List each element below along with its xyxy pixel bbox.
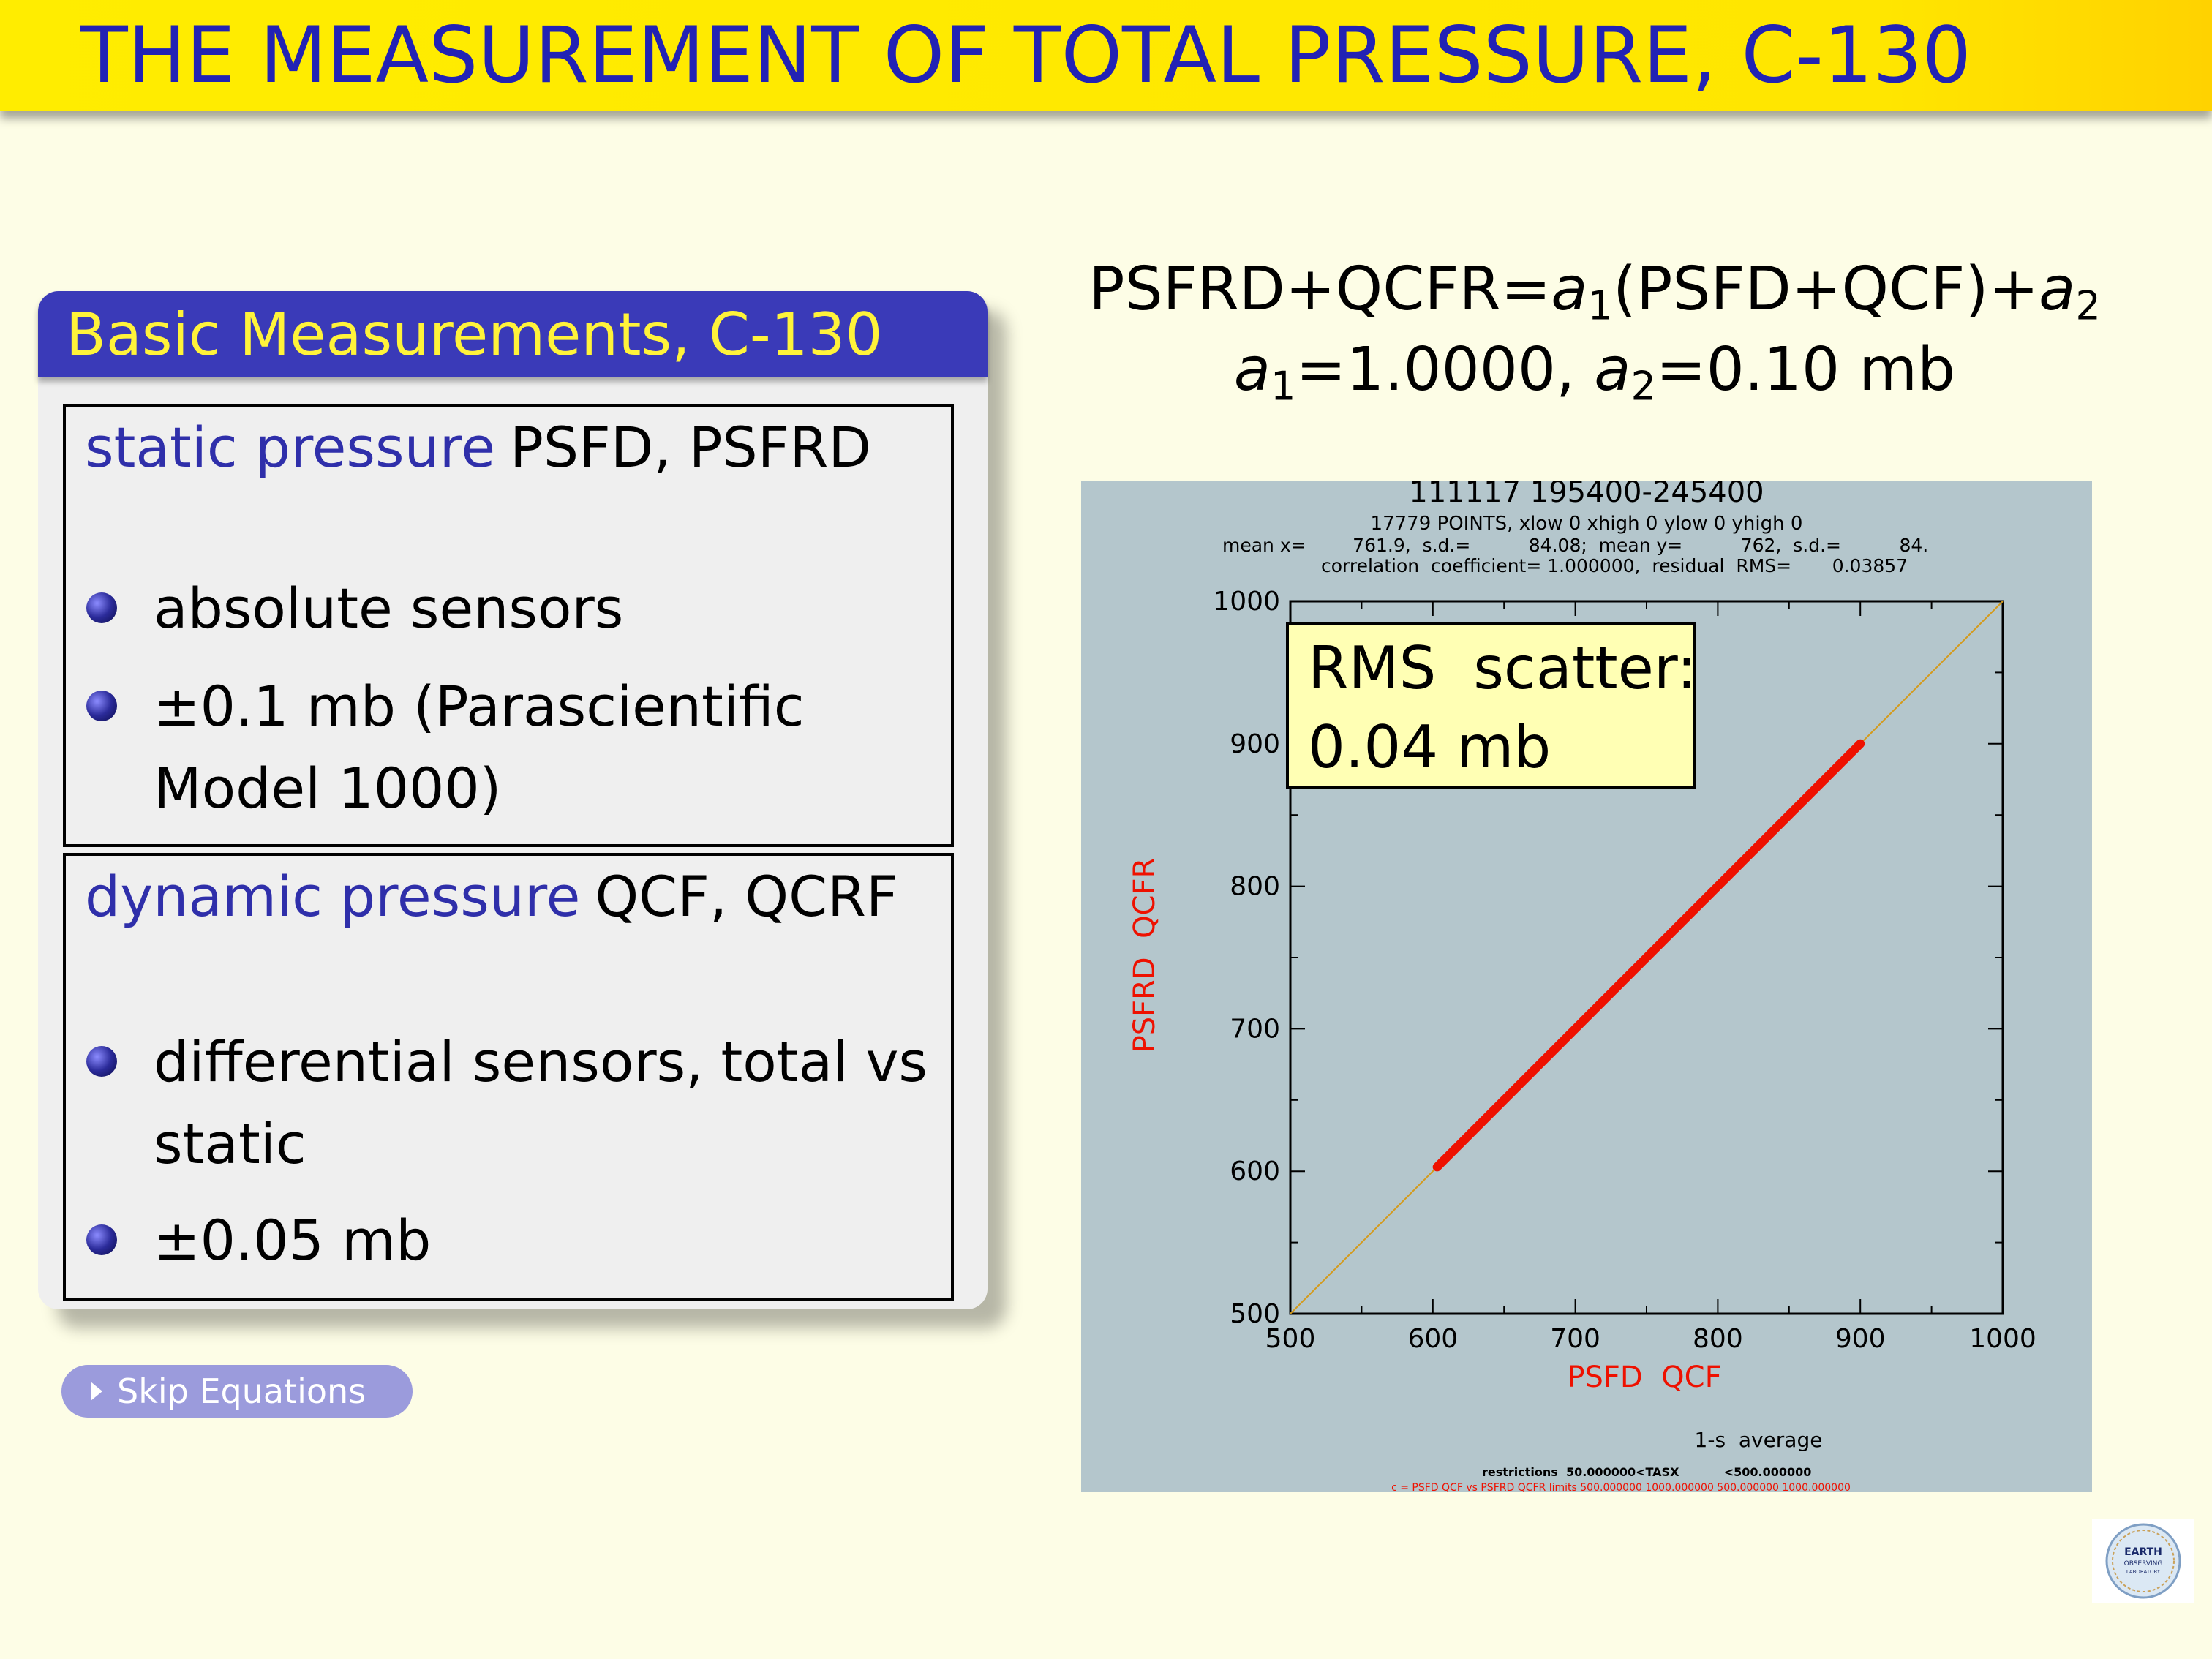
footer-fit-limits: c = PSFD QCF vs PSFRD QCFR limits 500.00… (1391, 1482, 1851, 1492)
static-codes: PSFD, PSFRD (510, 415, 871, 480)
footer-restrictions: restrictions 50.000000<TASX <500.000000 (1482, 1465, 1811, 1479)
logo-text-3: LABORATORY (2126, 1569, 2161, 1575)
y-axis-label: PSFRD QCFR (1128, 858, 1162, 1053)
eq-sub1: 1 (1587, 282, 1613, 329)
list-item: differential sensors, total vs static (86, 1021, 929, 1185)
eq-mid: (PSFD+QCF)+ (1612, 255, 2039, 324)
dynamic-bullet-1: differential sensors, total vs static (154, 1029, 928, 1176)
y-tick-label: 700 (1230, 1014, 1280, 1044)
dynamic-pressure-box: dynamic pressure QCF, QCRF differential s… (63, 853, 954, 1301)
eq2-a1-value: =1.0000, (1295, 335, 1595, 405)
plot-title: 111117 195400-245400 (1409, 481, 1764, 509)
x-tick-label: 1000 (1969, 1324, 2036, 1354)
rms-scatter-box: RMS scatter: 0.04 mb (1286, 622, 1696, 789)
skip-equations-label: Skip Equations (117, 1372, 366, 1411)
list-item: ±0.05 mb (86, 1200, 929, 1282)
static-bullet-2: ±0.1 mb (Parascientific Model 1000) (154, 674, 805, 821)
equation-line-2: a1=1.0000, a2=0.10 mb (1009, 334, 2180, 424)
plot-stats-2: correlation coefficient= 1.000000, resid… (1321, 555, 1908, 576)
eq2-sub2: 2 (1630, 363, 1656, 410)
dynamic-heading: dynamic pressure (85, 864, 581, 929)
y-tick-label: 500 (1230, 1299, 1280, 1329)
eq2-a1: a (1233, 335, 1271, 405)
rms-line-2: 0.04 mb (1308, 713, 1551, 781)
y-tick-label: 900 (1230, 729, 1280, 759)
dynamic-codes: QCF, QCRF (595, 864, 898, 929)
bullet-icon (86, 592, 117, 623)
equation-line-1: PSFRD+QCFR=a1(PSFD+QCF)+a2 (1009, 253, 2180, 343)
y-tick-label: 800 (1230, 872, 1280, 902)
eq2-a2-value: =0.10 mb (1655, 335, 1956, 405)
static-heading: static pressure (85, 415, 496, 480)
plot-subtitle: 17779 POINTS, xlow 0 xhigh 0 ylow 0 yhig… (1371, 513, 1803, 535)
bullet-icon (86, 1046, 117, 1077)
y-tick-label: 600 (1230, 1156, 1280, 1186)
title-bar: THE MEASUREMENT OF TOTAL PRESSURE, C-130 (0, 0, 2212, 111)
y-tick-label: 1000 (1213, 587, 1280, 617)
globe-icon (2105, 1523, 2181, 1599)
eq-sub2: 2 (2075, 282, 2101, 329)
eq-lhs: PSFRD+QCFR= (1088, 255, 1551, 324)
play-arrow-icon (91, 1382, 102, 1401)
dynamic-bullet-2: ±0.05 mb (154, 1208, 432, 1273)
x-tick-label: 600 (1407, 1324, 1458, 1354)
block-header: Basic Measurements, C-130 (38, 291, 988, 377)
x-tick-label: 700 (1550, 1324, 1600, 1354)
static-heading-line: static pressure PSFD, PSFRD (85, 411, 871, 484)
eq2-sub1: 1 (1271, 363, 1296, 410)
x-axis-label: PSFD QCF (1567, 1361, 1721, 1394)
x-tick-label: 500 (1265, 1324, 1316, 1354)
x-tick-label: 800 (1693, 1324, 1743, 1354)
slide-title: THE MEASUREMENT OF TOTAL PRESSURE, C-130 (80, 10, 1972, 100)
data-series-line (1432, 739, 1865, 1172)
footer-average: 1-s average (1695, 1428, 1823, 1452)
static-bullet-1: absolute sensors (154, 576, 624, 641)
skip-equations-button[interactable]: Skip Equations (61, 1365, 413, 1418)
static-pressure-box: static pressure PSFD, PSFRD absolute sens… (63, 404, 954, 847)
eq-a1: a (1551, 255, 1588, 324)
bullet-icon (86, 691, 117, 721)
eq2-a2: a (1594, 335, 1631, 405)
axes-layer: 500 600 700 800 900 1000 500 600 700 800 900 1000 (1213, 587, 2036, 1354)
data-layer (1290, 601, 2004, 1314)
basic-measurements-block: Basic Measurements, C-130 static pressur… (38, 291, 988, 1309)
dynamic-heading-line: dynamic pressure QCF, QCRF (85, 860, 898, 933)
earth-observing-laboratory-logo: EARTH OBSERVING LABORATORY (2092, 1519, 2194, 1603)
list-item: ±0.1 mb (Parascientific Model 1000) (86, 666, 929, 830)
block-title: Basic Measurements, C-130 (66, 301, 883, 369)
list-item: absolute sensors (86, 568, 929, 650)
logo-text-2: OBSERVING (2124, 1560, 2163, 1568)
logo-text-1: EARTH (2124, 1546, 2162, 1558)
eq-a2: a (2039, 255, 2076, 324)
rms-line-1: RMS scatter: (1308, 634, 1697, 702)
x-tick-label: 900 (1835, 1324, 1886, 1354)
bullet-icon (86, 1224, 117, 1255)
plot-stats-1: mean x= 761.9, s.d.= 84.08; mean y= 762,… (1222, 535, 1928, 556)
